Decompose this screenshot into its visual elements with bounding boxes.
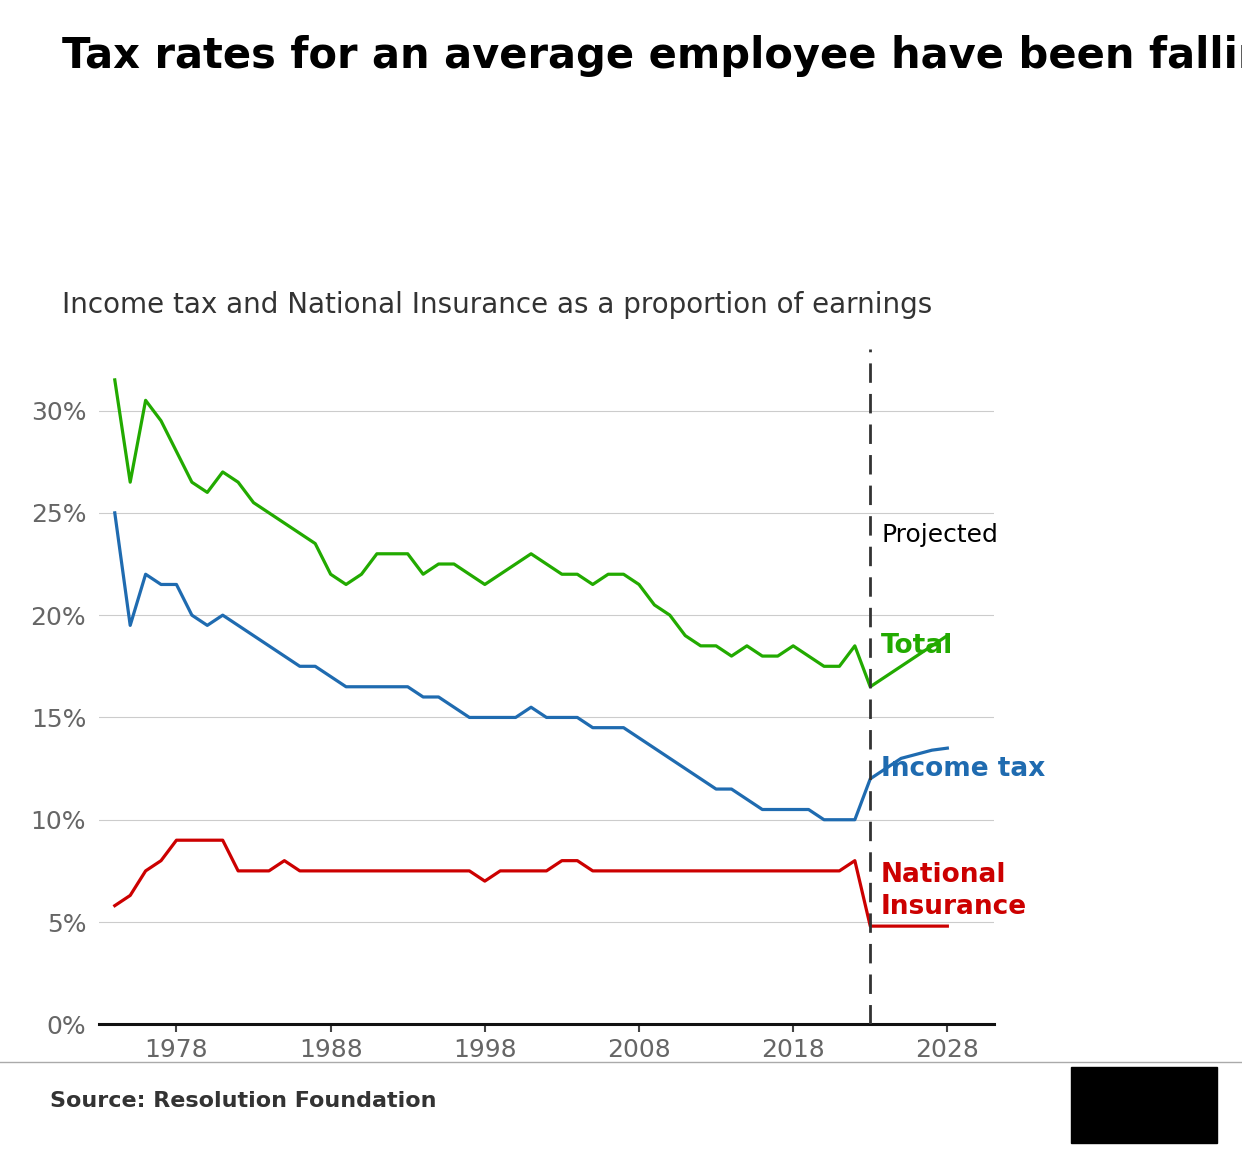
Text: Total: Total — [881, 633, 954, 659]
Text: Tax rates for an average employee have been falling: Tax rates for an average employee have b… — [62, 35, 1242, 77]
Text: B: B — [1088, 1095, 1105, 1115]
Text: Income tax and National Insurance as a proportion of earnings: Income tax and National Insurance as a p… — [62, 291, 933, 319]
FancyBboxPatch shape — [1171, 1073, 1210, 1137]
FancyBboxPatch shape — [1078, 1073, 1117, 1137]
Text: National
Insurance: National Insurance — [881, 863, 1027, 921]
Text: Projected: Projected — [881, 523, 997, 547]
Text: Income tax: Income tax — [881, 755, 1046, 781]
Text: Source: Resolution Foundation: Source: Resolution Foundation — [50, 1091, 436, 1112]
Text: B: B — [1135, 1095, 1153, 1115]
FancyBboxPatch shape — [1125, 1073, 1163, 1137]
Text: C: C — [1182, 1095, 1199, 1115]
